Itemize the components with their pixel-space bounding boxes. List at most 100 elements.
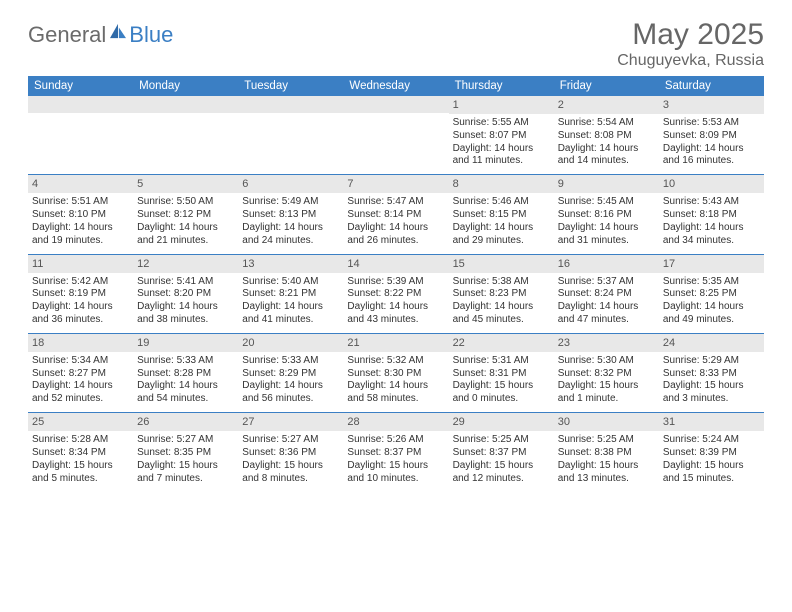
sail-icon xyxy=(109,23,127,39)
day-number: 8 xyxy=(449,175,554,193)
day-number: 24 xyxy=(659,334,764,352)
daylight-text: Daylight: 14 hours and 34 minutes. xyxy=(663,222,760,248)
daylight-text: Daylight: 15 hours and 3 minutes. xyxy=(663,380,760,406)
calendar-day-cell: 25Sunrise: 5:28 AMSunset: 8:34 PMDayligh… xyxy=(28,413,133,491)
brand-part1: General xyxy=(28,22,106,48)
weeks-container: 1Sunrise: 5:55 AMSunset: 8:07 PMDaylight… xyxy=(28,96,764,491)
sunrise-text: Sunrise: 5:37 AM xyxy=(558,276,655,289)
calendar-day-cell: 12Sunrise: 5:41 AMSunset: 8:20 PMDayligh… xyxy=(133,255,238,333)
day-number: 27 xyxy=(238,413,343,431)
weekday-header: Wednesday xyxy=(343,76,448,96)
sunset-text: Sunset: 8:24 PM xyxy=(558,288,655,301)
sunset-text: Sunset: 8:29 PM xyxy=(242,368,339,381)
daylight-text: Daylight: 15 hours and 10 minutes. xyxy=(347,460,444,486)
daylight-text: Daylight: 14 hours and 45 minutes. xyxy=(453,301,550,327)
day-number: 22 xyxy=(449,334,554,352)
calendar-day-cell: 29Sunrise: 5:25 AMSunset: 8:37 PMDayligh… xyxy=(449,413,554,491)
calendar-day-cell: 26Sunrise: 5:27 AMSunset: 8:35 PMDayligh… xyxy=(133,413,238,491)
calendar-day-cell: 30Sunrise: 5:25 AMSunset: 8:38 PMDayligh… xyxy=(554,413,659,491)
day-number: 18 xyxy=(28,334,133,352)
sunset-text: Sunset: 8:34 PM xyxy=(32,447,129,460)
daylight-text: Daylight: 14 hours and 36 minutes. xyxy=(32,301,129,327)
weekday-header: Saturday xyxy=(659,76,764,96)
calendar-day-cell: 7Sunrise: 5:47 AMSunset: 8:14 PMDaylight… xyxy=(343,175,448,253)
calendar-day-cell: 6Sunrise: 5:49 AMSunset: 8:13 PMDaylight… xyxy=(238,175,343,253)
page-header: General Blue May 2025 Chuguyevka, Russia xyxy=(28,18,764,70)
sunset-text: Sunset: 8:15 PM xyxy=(453,209,550,222)
day-number: 16 xyxy=(554,255,659,273)
weekday-header: Sunday xyxy=(28,76,133,96)
calendar-day-cell: 19Sunrise: 5:33 AMSunset: 8:28 PMDayligh… xyxy=(133,334,238,412)
sunrise-text: Sunrise: 5:25 AM xyxy=(453,434,550,447)
weekday-header: Tuesday xyxy=(238,76,343,96)
calendar-day-cell xyxy=(133,96,238,174)
sunrise-text: Sunrise: 5:47 AM xyxy=(347,196,444,209)
daylight-text: Daylight: 14 hours and 54 minutes. xyxy=(137,380,234,406)
sunset-text: Sunset: 8:13 PM xyxy=(242,209,339,222)
calendar-day-cell: 22Sunrise: 5:31 AMSunset: 8:31 PMDayligh… xyxy=(449,334,554,412)
day-number: 3 xyxy=(659,96,764,114)
weekday-header: Monday xyxy=(133,76,238,96)
day-number: 21 xyxy=(343,334,448,352)
sunset-text: Sunset: 8:16 PM xyxy=(558,209,655,222)
sunset-text: Sunset: 8:14 PM xyxy=(347,209,444,222)
sunset-text: Sunset: 8:28 PM xyxy=(137,368,234,381)
calendar-day-cell: 3Sunrise: 5:53 AMSunset: 8:09 PMDaylight… xyxy=(659,96,764,174)
weekday-header: Friday xyxy=(554,76,659,96)
calendar-day-cell: 10Sunrise: 5:43 AMSunset: 8:18 PMDayligh… xyxy=(659,175,764,253)
day-number: 29 xyxy=(449,413,554,431)
sunrise-text: Sunrise: 5:49 AM xyxy=(242,196,339,209)
sunrise-text: Sunrise: 5:42 AM xyxy=(32,276,129,289)
sunset-text: Sunset: 8:21 PM xyxy=(242,288,339,301)
day-number xyxy=(133,96,238,113)
calendar-day-cell: 24Sunrise: 5:29 AMSunset: 8:33 PMDayligh… xyxy=(659,334,764,412)
sunset-text: Sunset: 8:27 PM xyxy=(32,368,129,381)
daylight-text: Daylight: 14 hours and 47 minutes. xyxy=(558,301,655,327)
daylight-text: Daylight: 14 hours and 49 minutes. xyxy=(663,301,760,327)
day-number: 6 xyxy=(238,175,343,193)
calendar-day-cell: 2Sunrise: 5:54 AMSunset: 8:08 PMDaylight… xyxy=(554,96,659,174)
sunrise-text: Sunrise: 5:43 AM xyxy=(663,196,760,209)
day-number: 28 xyxy=(343,413,448,431)
sunrise-text: Sunrise: 5:31 AM xyxy=(453,355,550,368)
sunset-text: Sunset: 8:32 PM xyxy=(558,368,655,381)
month-title: May 2025 xyxy=(617,18,764,52)
calendar-day-cell: 1Sunrise: 5:55 AMSunset: 8:07 PMDaylight… xyxy=(449,96,554,174)
sunrise-text: Sunrise: 5:25 AM xyxy=(558,434,655,447)
sunrise-text: Sunrise: 5:24 AM xyxy=(663,434,760,447)
calendar-day-cell: 9Sunrise: 5:45 AMSunset: 8:16 PMDaylight… xyxy=(554,175,659,253)
calendar-day-cell: 5Sunrise: 5:50 AMSunset: 8:12 PMDaylight… xyxy=(133,175,238,253)
daylight-text: Daylight: 14 hours and 19 minutes. xyxy=(32,222,129,248)
day-number: 14 xyxy=(343,255,448,273)
daylight-text: Daylight: 15 hours and 13 minutes. xyxy=(558,460,655,486)
calendar-day-cell: 8Sunrise: 5:46 AMSunset: 8:15 PMDaylight… xyxy=(449,175,554,253)
daylight-text: Daylight: 15 hours and 8 minutes. xyxy=(242,460,339,486)
sunset-text: Sunset: 8:35 PM xyxy=(137,447,234,460)
calendar-day-cell: 13Sunrise: 5:40 AMSunset: 8:21 PMDayligh… xyxy=(238,255,343,333)
calendar-week-row: 25Sunrise: 5:28 AMSunset: 8:34 PMDayligh… xyxy=(28,412,764,491)
day-number: 23 xyxy=(554,334,659,352)
sunset-text: Sunset: 8:33 PM xyxy=(663,368,760,381)
daylight-text: Daylight: 14 hours and 56 minutes. xyxy=(242,380,339,406)
calendar-week-row: 11Sunrise: 5:42 AMSunset: 8:19 PMDayligh… xyxy=(28,254,764,333)
sunset-text: Sunset: 8:38 PM xyxy=(558,447,655,460)
sunrise-text: Sunrise: 5:34 AM xyxy=(32,355,129,368)
day-number: 7 xyxy=(343,175,448,193)
day-number: 2 xyxy=(554,96,659,114)
sunrise-text: Sunrise: 5:45 AM xyxy=(558,196,655,209)
daylight-text: Daylight: 14 hours and 14 minutes. xyxy=(558,143,655,169)
daylight-text: Daylight: 14 hours and 38 minutes. xyxy=(137,301,234,327)
sunset-text: Sunset: 8:09 PM xyxy=(663,130,760,143)
calendar-day-cell: 4Sunrise: 5:51 AMSunset: 8:10 PMDaylight… xyxy=(28,175,133,253)
sunset-text: Sunset: 8:37 PM xyxy=(347,447,444,460)
daylight-text: Daylight: 14 hours and 21 minutes. xyxy=(137,222,234,248)
calendar-day-cell: 21Sunrise: 5:32 AMSunset: 8:30 PMDayligh… xyxy=(343,334,448,412)
calendar-day-cell: 14Sunrise: 5:39 AMSunset: 8:22 PMDayligh… xyxy=(343,255,448,333)
sunset-text: Sunset: 8:12 PM xyxy=(137,209,234,222)
daylight-text: Daylight: 15 hours and 7 minutes. xyxy=(137,460,234,486)
sunrise-text: Sunrise: 5:40 AM xyxy=(242,276,339,289)
brand-logo: General Blue xyxy=(28,22,173,48)
calendar-day-cell: 27Sunrise: 5:27 AMSunset: 8:36 PMDayligh… xyxy=(238,413,343,491)
brand-part2: Blue xyxy=(129,22,173,48)
sunset-text: Sunset: 8:39 PM xyxy=(663,447,760,460)
